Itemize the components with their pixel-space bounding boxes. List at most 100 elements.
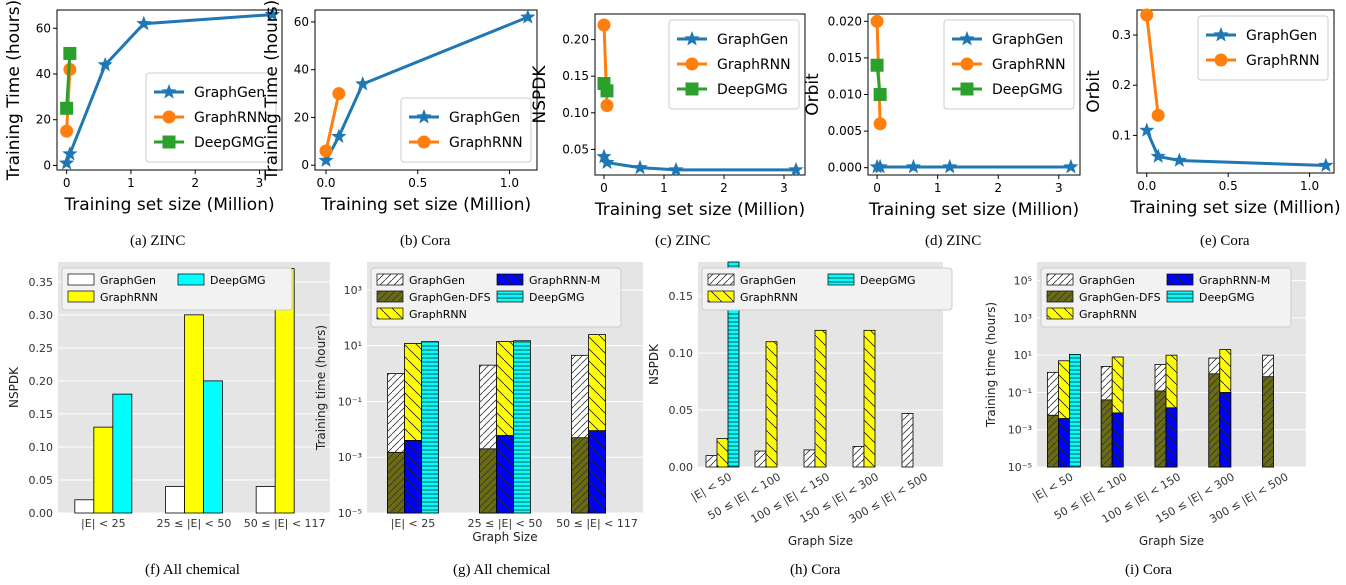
- data-point: [60, 101, 74, 115]
- data-point: [870, 14, 884, 28]
- legend-marker: [959, 31, 975, 46]
- y-tick-label: 10⁻³: [338, 451, 362, 464]
- legend-marker: [684, 31, 700, 46]
- bar-hatch: [853, 446, 864, 467]
- data-point: [1063, 158, 1079, 174]
- x-tick-label: 1: [660, 181, 668, 195]
- legend-box: [400, 97, 532, 163]
- bar-hatch: [755, 451, 766, 467]
- y-axis-label: NSPDK: [7, 366, 21, 408]
- data-point: [1139, 122, 1155, 137]
- legend: GraphGen GraphRNN DeepGMG: [61, 267, 293, 311]
- legend-label: GraphRNN: [1079, 308, 1137, 321]
- bar-hatch: [804, 449, 815, 467]
- bar-hatch: [1069, 354, 1081, 467]
- legend-swatch-hatch: [497, 274, 523, 285]
- y-tick-label: 0.35: [29, 276, 54, 289]
- panel-caption: (a) ZINC: [130, 233, 185, 249]
- legend-label: GraphGen: [717, 32, 788, 48]
- bar-hatch: [864, 330, 875, 467]
- bar-graphrnn: [184, 314, 204, 514]
- bar-graphgen: [74, 499, 95, 514]
- panel-i: 10⁻⁵ 10⁻³ 10⁻¹ 10¹ 10³ 10⁵ Training time (hour…: [984, 262, 1306, 578]
- y-tick-label: 0.05: [29, 474, 54, 487]
- y-axis-label: Orbit: [803, 73, 823, 116]
- data-point: [63, 46, 77, 60]
- x-tick-label: 50 ≤ |E| < 117: [244, 517, 326, 530]
- series-line-graphgen: [324, 15, 529, 162]
- y-tick-label: 0.015: [828, 51, 862, 65]
- y-tick-label: 10⁻¹: [338, 395, 362, 408]
- x-tick-label: 0.5: [1219, 179, 1238, 193]
- x-tick-label: 1: [127, 176, 135, 190]
- x-tick-label: 1.0: [1300, 179, 1319, 193]
- legend-marker: [416, 109, 432, 124]
- y-tick-label: 0: [301, 158, 309, 172]
- legend-label: GraphGen: [992, 32, 1063, 48]
- data-point: [1171, 152, 1187, 167]
- panel-caption: (b) Cora: [400, 233, 451, 249]
- legend-label: GraphRNN: [100, 291, 158, 304]
- legend-box: [701, 267, 953, 311]
- bar-hatch: [1262, 376, 1274, 467]
- panel-b: 0.0 0.5 1.0 0 20 40 60 Training set size (Milli…: [262, 0, 538, 249]
- x-axis-label: Graph Size: [472, 530, 537, 544]
- data-point: [596, 148, 612, 164]
- y-tick-label: 40: [36, 67, 51, 81]
- legend-label: GraphRNN-M: [1199, 274, 1270, 287]
- y-axis-label: NSPDK: [530, 65, 550, 124]
- legend-label: DeepGMG: [194, 135, 265, 151]
- data-point: [59, 155, 75, 170]
- legend-marker: [161, 84, 177, 99]
- legend: GraphGen GraphRNN DeepGMG: [668, 19, 800, 110]
- legend-swatch-hatch: [377, 308, 403, 319]
- bar-hatch: [717, 438, 728, 467]
- data-point: [600, 98, 614, 112]
- y-tick-label: 0.005: [828, 124, 862, 138]
- legend-box: [61, 267, 293, 311]
- y-tick-label: 10⁻³: [1008, 424, 1032, 437]
- legend: GraphGen GraphRNN DeepGMG: [701, 267, 953, 311]
- y-axis-label: Orbit: [1084, 70, 1104, 113]
- y-tick-label: 10⁻⁵: [1008, 461, 1032, 474]
- panel-caption: (e) Cora: [1200, 233, 1250, 249]
- y-tick-label: 0.00: [669, 461, 694, 474]
- panel-e: 0.0 0.5 1.0 0.1 0.2 0.3 Training set size (Mil…: [1084, 8, 1341, 249]
- data-point: [905, 158, 921, 174]
- legend-label: GraphRNN: [409, 308, 467, 321]
- y-tick-label: 40: [294, 63, 309, 77]
- y-tick-label: 10⁻⁵: [338, 507, 362, 520]
- legend: GraphGen GraphRNN: [1197, 15, 1329, 81]
- x-tick-label: 0.0: [1137, 179, 1156, 193]
- bar-hatch: [387, 452, 405, 513]
- legend-label: GraphGen: [100, 274, 156, 287]
- data-point: [318, 152, 334, 167]
- data-point: [136, 15, 152, 31]
- x-tick-label: |E| < 25: [81, 517, 126, 530]
- legend-swatch-hatch: [708, 274, 734, 285]
- legend-label: GraphGen: [194, 85, 265, 101]
- bar-hatch: [1208, 373, 1220, 467]
- data-point: [668, 161, 684, 177]
- y-tick-label: 0.10: [29, 441, 54, 454]
- legend-swatch-hatch: [1047, 291, 1073, 302]
- data-point: [942, 158, 958, 174]
- legend-label: DeepGMG: [529, 291, 585, 304]
- legend-marker: [162, 135, 176, 149]
- legend-swatch: [67, 273, 95, 286]
- bar-hatch: [571, 437, 589, 513]
- data-point: [332, 87, 346, 101]
- legend-swatch-hatch: [497, 291, 523, 302]
- y-tick-label: 0.00: [29, 507, 54, 520]
- data-point: [520, 9, 536, 24]
- y-axis-label: NSPDK: [647, 343, 661, 385]
- legend-label: DeepGMG: [860, 274, 916, 287]
- legend: GraphGen GraphRNN: [400, 97, 532, 163]
- x-tick-label: 2: [191, 176, 199, 190]
- legend-swatch-hatch: [708, 291, 734, 302]
- data-point: [264, 6, 280, 21]
- x-tick-label: 1.0: [500, 176, 519, 190]
- legend-box: [145, 72, 277, 163]
- bar-deepgmg: [112, 393, 133, 514]
